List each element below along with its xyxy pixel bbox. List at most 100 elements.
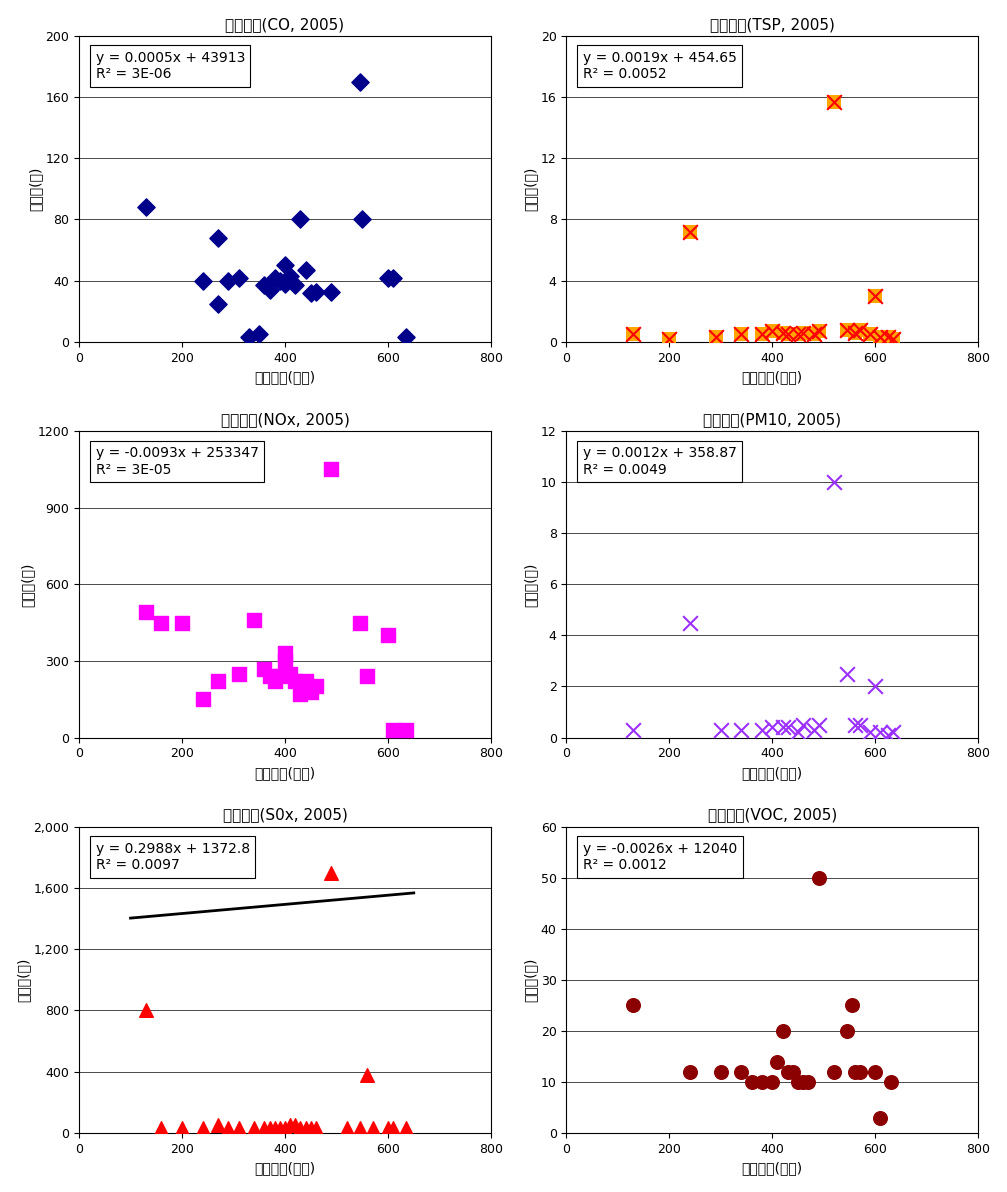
Point xyxy=(292,1119,308,1138)
Point xyxy=(277,644,293,663)
Point xyxy=(754,720,770,739)
Point xyxy=(292,684,308,703)
Point xyxy=(138,198,154,217)
Point xyxy=(231,664,247,683)
Point xyxy=(282,267,298,286)
Y-axis label: 배운량(톤): 배운량(톤) xyxy=(21,563,35,607)
Point xyxy=(801,1073,817,1092)
Point xyxy=(826,1062,842,1081)
Point xyxy=(277,1119,293,1138)
X-axis label: 거주인구(천명): 거주인구(천명) xyxy=(255,1161,315,1175)
Point xyxy=(790,325,807,344)
Point xyxy=(262,280,278,299)
Point xyxy=(398,328,414,347)
Point xyxy=(784,1062,801,1081)
Point xyxy=(251,325,267,344)
Point xyxy=(790,1073,807,1092)
Point xyxy=(774,1022,790,1041)
Point xyxy=(174,613,190,632)
Point xyxy=(847,1062,863,1081)
Point xyxy=(796,715,812,734)
Point xyxy=(733,720,749,739)
Point xyxy=(885,722,901,741)
Point xyxy=(847,323,863,342)
X-axis label: 거주인구(천명): 거주인구(천명) xyxy=(255,765,315,780)
Point xyxy=(847,715,863,734)
Point xyxy=(662,329,678,348)
Point xyxy=(262,1119,278,1138)
Point xyxy=(885,329,901,348)
Point xyxy=(885,329,901,348)
Point xyxy=(231,268,247,287)
Point xyxy=(359,666,376,685)
Point xyxy=(625,995,641,1014)
Point xyxy=(867,286,883,305)
Point xyxy=(847,323,863,342)
Point xyxy=(774,323,790,342)
Text: y = 0.2988x + 1372.8
R² = 0.0097: y = 0.2988x + 1372.8 R² = 0.0097 xyxy=(96,842,250,873)
Point xyxy=(806,720,822,739)
Point xyxy=(292,210,308,229)
X-axis label: 거주인구(천명): 거주인구(천명) xyxy=(742,765,803,780)
Point xyxy=(277,274,293,293)
Point xyxy=(210,1116,227,1135)
Point xyxy=(844,995,860,1014)
Point xyxy=(282,664,298,683)
Point xyxy=(872,328,888,347)
Point xyxy=(796,323,812,342)
Point xyxy=(303,284,319,303)
Point xyxy=(210,672,227,691)
Point xyxy=(246,610,262,629)
Point xyxy=(754,1073,770,1092)
Point xyxy=(811,868,827,887)
Point xyxy=(708,328,724,347)
Point xyxy=(385,720,401,739)
Point xyxy=(282,1116,298,1135)
Point xyxy=(826,92,842,111)
Point xyxy=(806,325,822,344)
Point xyxy=(796,1073,812,1092)
Point xyxy=(287,275,303,294)
Point xyxy=(323,460,339,479)
Point xyxy=(323,283,339,302)
Point xyxy=(764,718,780,737)
Point xyxy=(267,672,283,691)
Point xyxy=(744,1073,760,1092)
Point xyxy=(272,1119,288,1138)
Point xyxy=(267,1119,283,1138)
Point xyxy=(774,323,790,342)
Point xyxy=(308,677,324,696)
Point xyxy=(625,325,641,344)
Point xyxy=(796,323,812,342)
Point xyxy=(764,322,780,341)
Point xyxy=(380,268,396,287)
Point xyxy=(682,222,698,241)
Point xyxy=(153,613,169,632)
Point xyxy=(839,321,855,340)
Title: 상업공공(PM10, 2005): 상업공공(PM10, 2005) xyxy=(703,412,842,427)
Point xyxy=(262,666,278,685)
Title: 상업공공(NOx, 2005): 상업공공(NOx, 2005) xyxy=(221,412,349,427)
Point xyxy=(880,726,896,745)
Point xyxy=(867,1062,883,1081)
Y-axis label: 배운량(톤): 배운량(톤) xyxy=(524,563,538,607)
Point xyxy=(852,1062,868,1081)
Point xyxy=(385,268,401,287)
Point xyxy=(811,322,827,341)
Point xyxy=(862,325,878,344)
Point xyxy=(277,651,293,670)
Point xyxy=(880,328,896,347)
Point xyxy=(194,1119,210,1138)
Point xyxy=(246,1119,262,1138)
X-axis label: 거주인구(천명): 거주인구(천명) xyxy=(742,371,803,384)
Point xyxy=(221,1119,237,1138)
Text: y = -0.0093x + 253347
R² = 3E-05: y = -0.0093x + 253347 R² = 3E-05 xyxy=(96,447,259,477)
Point xyxy=(351,1119,368,1138)
Point xyxy=(883,1073,899,1092)
Point xyxy=(779,325,796,344)
Point xyxy=(862,722,878,741)
Text: y = 0.0012x + 358.87
R² = 0.0049: y = 0.0012x + 358.87 R² = 0.0049 xyxy=(583,447,737,477)
Point xyxy=(682,222,698,241)
Point xyxy=(153,1119,169,1138)
Title: 상업공공(TSP, 2005): 상업공공(TSP, 2005) xyxy=(710,17,835,32)
